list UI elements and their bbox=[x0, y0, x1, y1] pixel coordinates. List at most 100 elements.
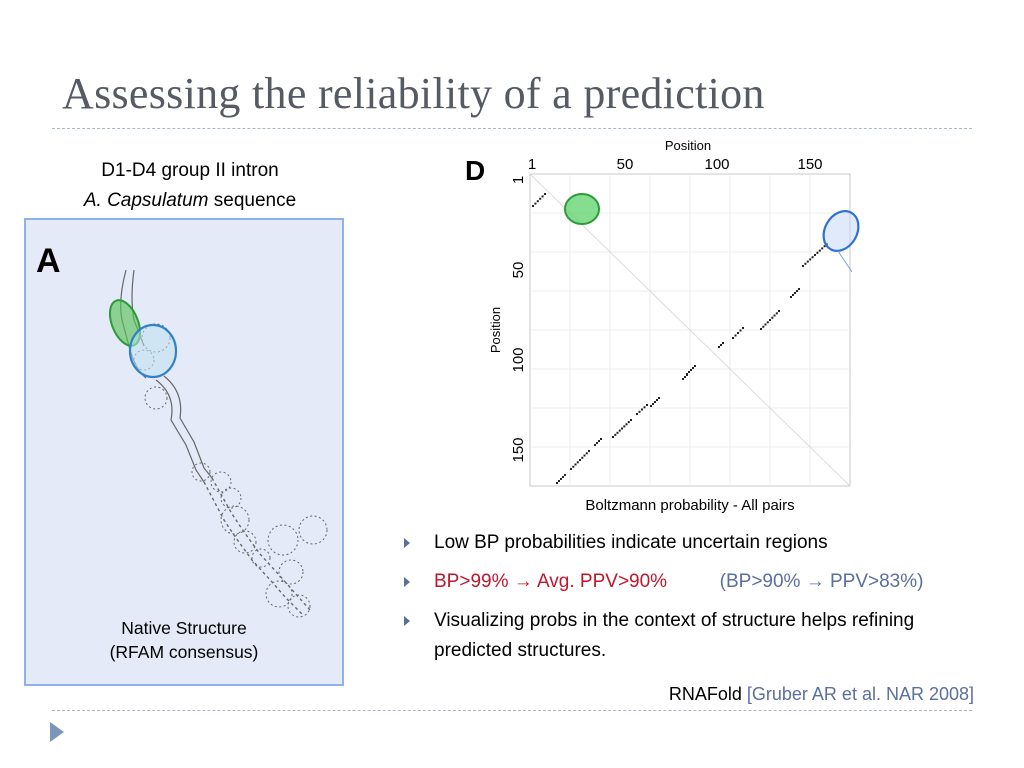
top-axis-title: Position bbox=[665, 138, 711, 153]
pair-dot bbox=[627, 421, 630, 424]
panel-d-letter: D bbox=[465, 155, 485, 186]
pair-dot bbox=[618, 429, 621, 432]
pair-dot bbox=[544, 193, 546, 195]
pair-dot bbox=[684, 376, 686, 378]
bullet-red-text: BP>99% → Avg. PPV>90% bbox=[434, 571, 668, 592]
pair-dot bbox=[636, 413, 638, 415]
pair-dot bbox=[742, 327, 744, 329]
pair-dot bbox=[616, 431, 619, 434]
pair-dot bbox=[641, 408, 643, 411]
pair-dot bbox=[811, 256, 814, 259]
bullet-item: BP>99% → Avg. PPV>90% (BP>90% → PPV>83%) bbox=[404, 567, 1004, 597]
pair-dot bbox=[560, 478, 562, 480]
pair-dot bbox=[583, 454, 586, 457]
pair-dot bbox=[734, 334, 737, 337]
top-tick-labels: 1 50 100 150 bbox=[528, 156, 823, 173]
pair-dot bbox=[692, 367, 694, 369]
pair-dot bbox=[621, 427, 623, 430]
pair-dot bbox=[576, 461, 579, 464]
pair-dot bbox=[814, 254, 816, 256]
pair-dot bbox=[792, 294, 794, 296]
blue-highlight-ellipse-d bbox=[822, 210, 860, 252]
slide-title: Assessing the reliability of a predictio… bbox=[62, 69, 765, 118]
bullet-arrow-icon bbox=[404, 577, 410, 587]
pair-dot bbox=[598, 440, 600, 442]
citation-ref: [Gruber AR et al. NAR 2008] bbox=[746, 684, 974, 704]
pair-dot bbox=[796, 290, 798, 292]
pair-dot bbox=[802, 265, 804, 267]
bullet-slate-text: (BP>90% → PPV>83%) bbox=[719, 571, 924, 592]
pair-dot bbox=[574, 463, 577, 466]
pair-dot bbox=[579, 459, 581, 461]
left-tick-labels: 1 50 100 150 bbox=[510, 176, 527, 463]
pair-dot bbox=[769, 319, 771, 321]
top-tick-1: 1 bbox=[528, 156, 536, 173]
play-icon[interactable] bbox=[50, 722, 64, 742]
pair-dot bbox=[778, 310, 780, 312]
pair-dot bbox=[773, 314, 776, 317]
pair-dot bbox=[588, 450, 590, 452]
pair-dot bbox=[638, 410, 641, 413]
pair-dot bbox=[771, 316, 774, 319]
pair-dot bbox=[794, 292, 796, 294]
native-structure-label: Native Structure bbox=[121, 618, 247, 638]
footer-divider bbox=[52, 710, 972, 711]
pair-dot bbox=[766, 321, 769, 324]
pair-dot bbox=[532, 205, 534, 207]
pair-dot bbox=[652, 403, 654, 405]
pair-dot bbox=[775, 312, 778, 315]
pair-dot bbox=[585, 452, 588, 455]
pair-dot bbox=[722, 342, 724, 344]
pair-dot bbox=[623, 425, 626, 428]
pair-dot bbox=[536, 200, 539, 203]
left-tick-100: 100 bbox=[510, 347, 527, 372]
bullet-item: Visualizing probs in the context of stru… bbox=[404, 606, 974, 666]
pair-dot bbox=[764, 323, 767, 326]
pair-dot bbox=[630, 419, 632, 421]
citation: RNAFold [Gruber AR et al. NAR 2008] bbox=[669, 684, 974, 705]
pair-dot bbox=[694, 365, 696, 367]
top-tick-150: 150 bbox=[797, 156, 822, 173]
pair-dot bbox=[809, 258, 812, 261]
pair-dot bbox=[818, 249, 821, 252]
pair-dot bbox=[646, 404, 648, 406]
pair-dot bbox=[686, 374, 688, 376]
pair-dot bbox=[762, 325, 765, 328]
top-tick-50: 50 bbox=[617, 156, 634, 173]
pair-dot bbox=[612, 436, 614, 438]
pair-dot bbox=[823, 245, 826, 248]
left-tick-50: 50 bbox=[510, 262, 527, 279]
pair-dot bbox=[688, 371, 690, 373]
green-highlight-ellipse-d bbox=[564, 193, 600, 225]
pair-dot bbox=[654, 401, 656, 403]
bullet-list: Low BP probabilities indicate uncertain … bbox=[404, 528, 1004, 675]
pair-dot bbox=[682, 378, 684, 380]
pair-dot bbox=[804, 262, 807, 265]
pair-dot bbox=[690, 369, 692, 371]
left-tick-1: 1 bbox=[510, 176, 527, 184]
panel-a-caption: D1-D4 group II intron A. Capsulatum sequ… bbox=[40, 156, 340, 216]
caption-line-1: D1-D4 group II intron bbox=[101, 160, 279, 181]
pair-dot bbox=[760, 328, 762, 330]
pair-dot bbox=[732, 337, 734, 339]
base-pair-dots bbox=[532, 193, 828, 484]
plot-bottom-title: Boltzmann probability - All pairs bbox=[585, 497, 794, 514]
pair-dot bbox=[572, 465, 575, 468]
pair-dot bbox=[562, 476, 564, 478]
pair-dot bbox=[650, 405, 652, 407]
title-divider bbox=[52, 128, 972, 129]
pair-dot bbox=[539, 197, 542, 200]
pair-dot bbox=[564, 474, 566, 476]
pair-dot bbox=[541, 195, 544, 198]
blue-highlight-ellipse bbox=[128, 323, 178, 379]
bullet-item: Low BP probabilities indicate uncertain … bbox=[404, 528, 1004, 558]
pair-dot bbox=[594, 444, 596, 446]
pair-dot bbox=[556, 482, 558, 484]
pair-dot bbox=[739, 329, 742, 332]
top-tick-100: 100 bbox=[704, 156, 729, 173]
left-tick-150: 150 bbox=[510, 437, 527, 462]
pair-dot bbox=[790, 296, 792, 298]
native-structure-panel: A Native Str bbox=[24, 218, 344, 686]
rfam-consensus-label: (RFAM consensus) bbox=[109, 642, 259, 662]
pair-dot bbox=[821, 247, 824, 250]
